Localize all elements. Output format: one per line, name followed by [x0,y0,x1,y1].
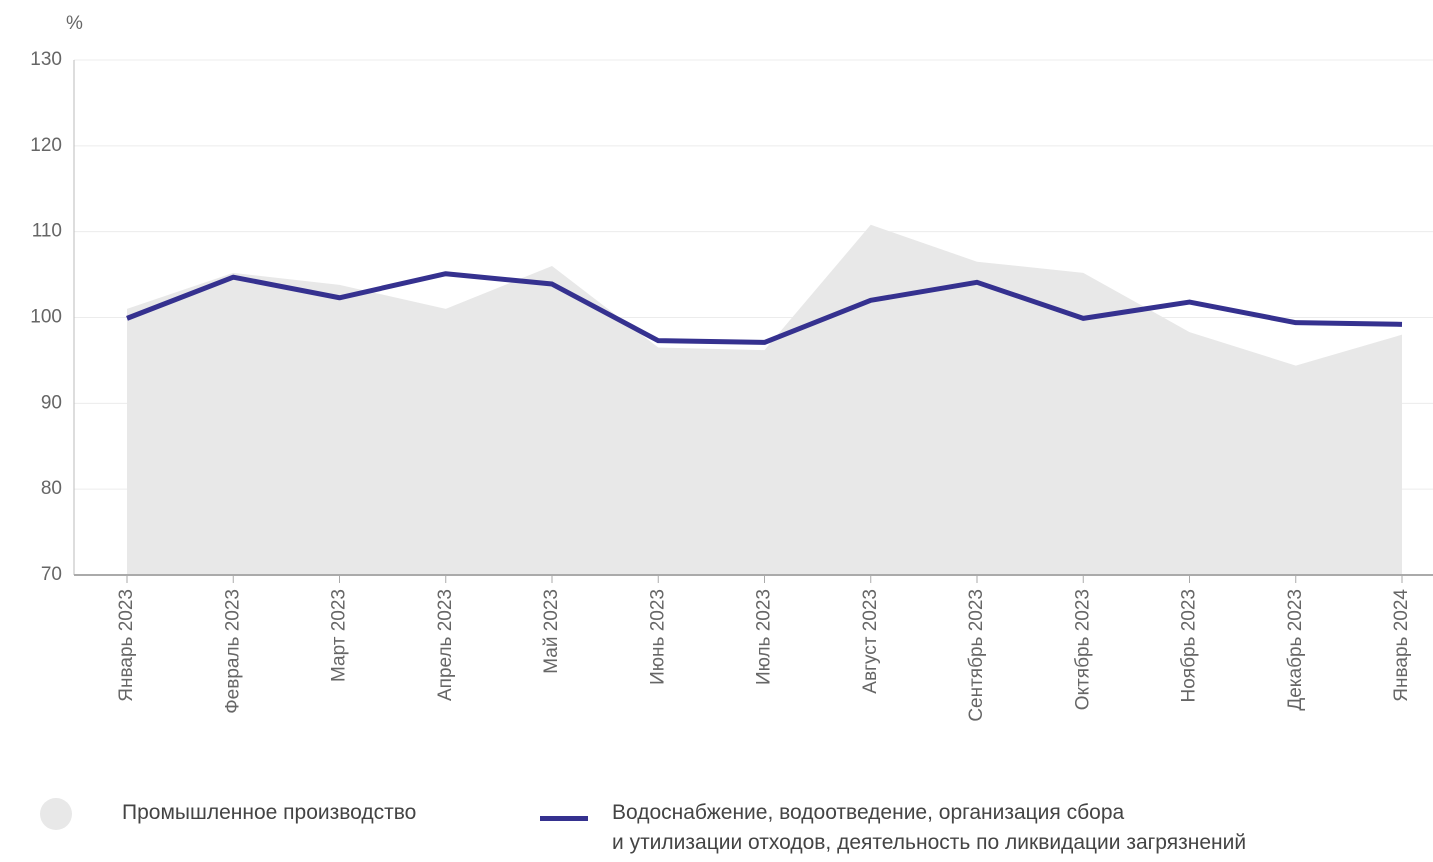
x-tick-label: Июнь 2023 [647,589,668,685]
x-tick-label: Январь 2023 [116,589,137,702]
x-tick-label: Ноябрь 2023 [1179,589,1200,702]
legend-item: Водоснабжение, водоотведение, организаци… [612,801,1247,854]
x-tick-label: Февраль 2023 [222,589,243,714]
legend-item: Промышленное производство [122,801,417,824]
y-tick-label: 80 [41,478,62,499]
y-tick-label: 110 [32,221,62,242]
y-tick-label: 130 [30,49,62,70]
x-tick-label: Октябрь 2023 [1072,589,1093,710]
y-tick-label: 120 [30,135,62,156]
x-tick-label: Май 2023 [541,589,562,674]
y-tick-label: 70 [41,564,62,585]
x-tick-label: Август 2023 [860,589,881,694]
line [126,271,1403,345]
x-tick-label: Июль 2023 [754,589,775,685]
legend-swatch [540,816,588,821]
x-tick-label: Апрель 2023 [435,589,456,701]
unit-label: % [66,13,83,34]
area [127,224,1402,576]
x-tick-label: Март 2023 [329,589,350,682]
x-tick-label: Январь 2024 [1391,589,1412,702]
y-tick-label: 100 [30,307,62,328]
legend-swatch [40,798,72,830]
x-tick-label: Сентябрь 2023 [966,589,987,722]
x-tick-label: Декабрь 2023 [1285,589,1306,711]
y-tick-label: 90 [41,392,62,413]
